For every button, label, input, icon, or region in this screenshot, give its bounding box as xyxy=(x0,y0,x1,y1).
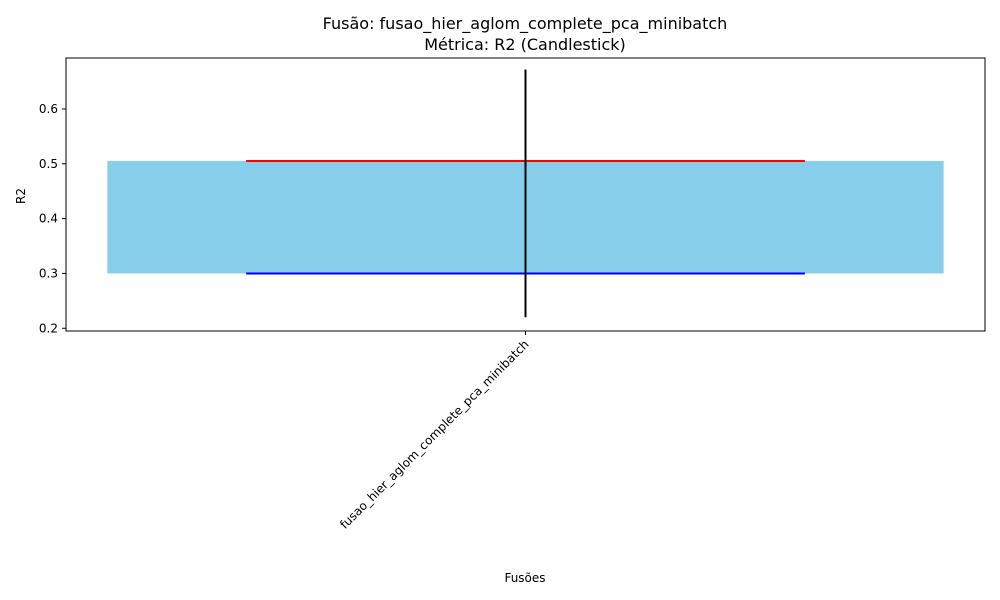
chart-subtitle: Métrica: R2 (Candlestick) xyxy=(424,35,626,54)
x-axis: fusao_hier_aglom_complete_pca_minibatch xyxy=(337,331,532,532)
x-tick-label: fusao_hier_aglom_complete_pca_minibatch xyxy=(337,337,531,531)
x-axis-label: Fusões xyxy=(504,571,545,585)
y-tick-label: 0.3 xyxy=(39,266,58,280)
y-tick-label: 0.2 xyxy=(39,321,58,335)
y-tick-label: 0.6 xyxy=(39,102,58,116)
y-tick-label: 0.4 xyxy=(39,212,58,226)
plot-area xyxy=(107,69,944,318)
y-axis-label: R2 xyxy=(14,188,28,204)
y-axis: 0.2 0.3 0.4 0.5 0.6 xyxy=(39,102,66,335)
y-tick-label: 0.5 xyxy=(39,157,58,171)
chart-title: Fusão: fusao_hier_aglom_complete_pca_min… xyxy=(323,14,728,34)
